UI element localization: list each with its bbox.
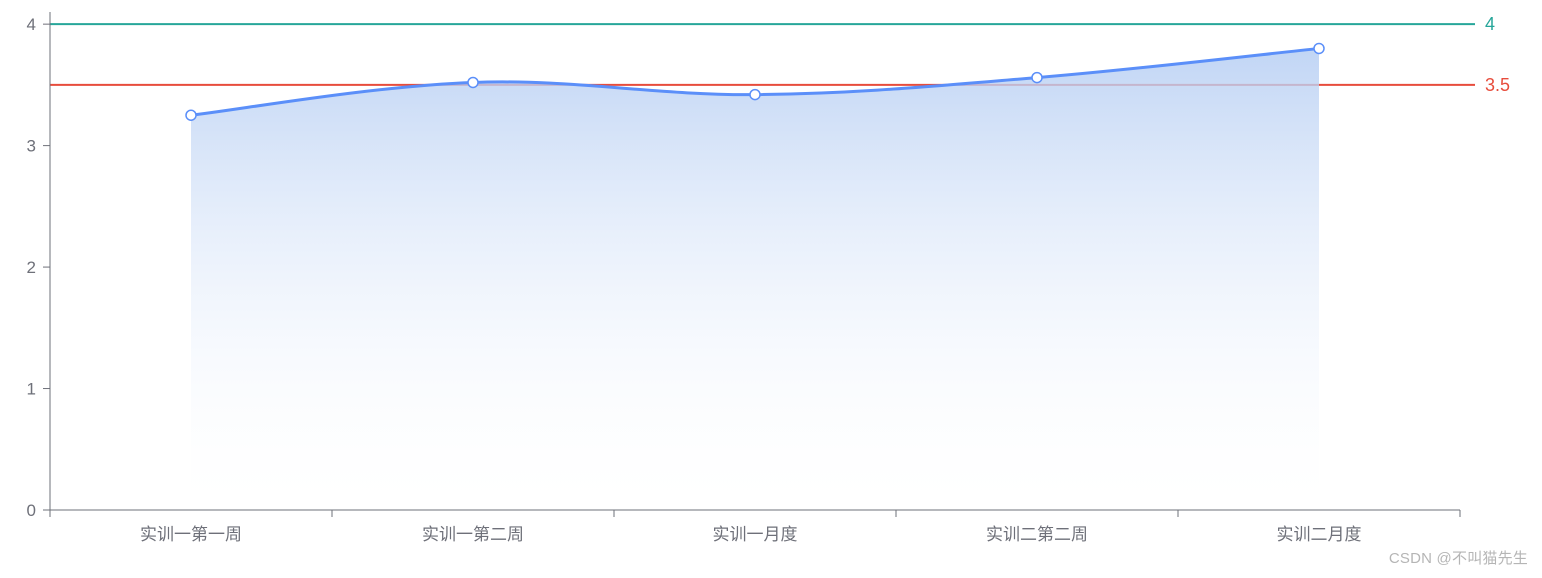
series-marker bbox=[750, 90, 760, 100]
y-axis-label: 2 bbox=[27, 258, 36, 277]
x-axis-label: 实训一月度 bbox=[713, 525, 798, 544]
y-axis-label: 4 bbox=[27, 15, 36, 34]
area-chart: 4 3.5 0 1 2 3 4 实训一第一周 实训一第二周 实训一月度 实训二第二周 实训二月度 bbox=[0, 0, 1542, 578]
x-axis-label: 实训二第二周 bbox=[986, 525, 1088, 544]
series-marker bbox=[186, 110, 196, 120]
reference-line-label: 4 bbox=[1485, 14, 1495, 34]
reference-line-label: 3.5 bbox=[1485, 75, 1510, 95]
series-marker bbox=[1032, 73, 1042, 83]
y-axis-label: 3 bbox=[27, 137, 36, 156]
chart-svg: 4 3.5 0 1 2 3 4 实训一第一周 实训一第二周 实训一月度 实训二第二周 实训二月度 bbox=[0, 0, 1542, 578]
y-axis-label: 0 bbox=[27, 501, 36, 520]
series-marker bbox=[1314, 43, 1324, 53]
y-axis-label: 1 bbox=[27, 380, 36, 399]
series-marker bbox=[468, 77, 478, 87]
x-axis-label: 实训二月度 bbox=[1277, 525, 1362, 544]
series-area bbox=[191, 48, 1319, 510]
x-axis-label: 实训一第二周 bbox=[422, 525, 524, 544]
x-axis-label: 实训一第一周 bbox=[140, 525, 242, 544]
